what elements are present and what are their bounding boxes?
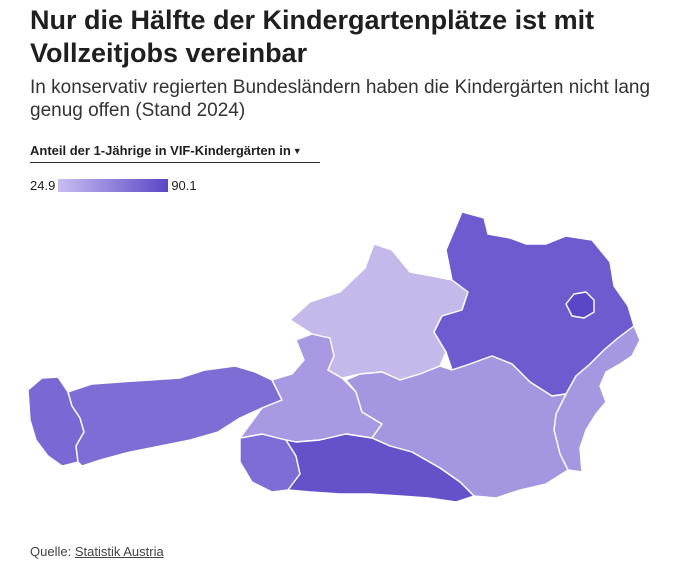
indicator-dropdown[interactable]: Anteil der 1-Jährige in VIF-Kindergärten… — [30, 140, 320, 163]
source-link[interactable]: Statistik Austria — [74, 544, 164, 559]
chart-title: Nur die Hälfte der Kindergartenplätze is… — [30, 5, 595, 68]
dropdown-icon: ▼ — [292, 146, 302, 156]
region-kaernten[interactable]: Kärnten — [285, 433, 475, 503]
indicator-dropdown-label: Anteil der 1-Jährige in VIF-Kindergärten… — [30, 143, 291, 158]
legend-gradient-bar — [58, 179, 169, 192]
source-label: Quelle: — [30, 544, 72, 559]
chart-subtitle: In konservativ regierten Bundesländern h… — [30, 77, 651, 121]
region-tirol[interactable]: Tirol — [67, 365, 283, 467]
legend-min-label: 24.9 — [30, 178, 56, 193]
color-legend: 24.9 90.1 — [30, 178, 197, 193]
austria-map: Vorarlberg Tirol Osttirol Salzburg Oberö… — [27, 211, 641, 503]
source-note: Quelle: Statistik Austria — [30, 544, 164, 559]
legend-max-label: 90.1 — [171, 178, 197, 193]
region-wien[interactable]: Wien — [565, 291, 595, 319]
